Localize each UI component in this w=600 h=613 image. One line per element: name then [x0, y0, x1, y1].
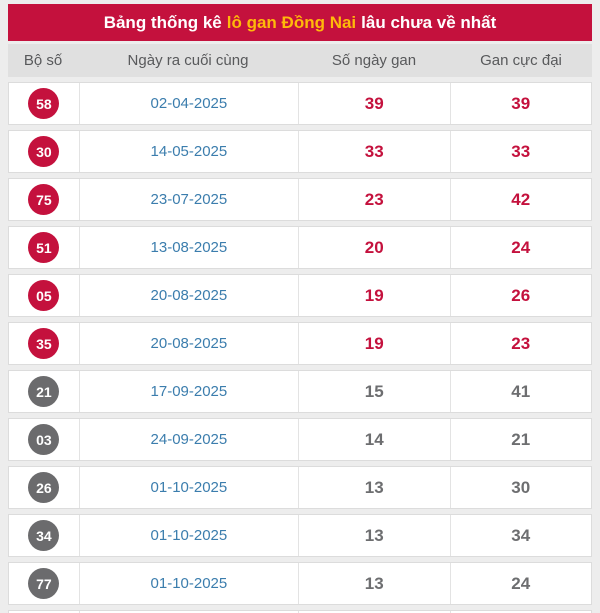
number-ball: 30 — [28, 136, 60, 167]
cell-last-date: 02-04-2025 — [78, 83, 298, 124]
number-ball: 75 — [28, 184, 60, 215]
cell-number: 75 — [9, 179, 79, 220]
table-row: 51 13-08-2025 20 24 — [8, 226, 592, 269]
max-gan-value: 34 — [449, 515, 592, 556]
max-gan-value: 24 — [449, 563, 592, 604]
gan-days-value: 13 — [298, 563, 449, 604]
number-ball: 35 — [28, 328, 60, 359]
table-title: Bảng thống kê lô gan Đồng Nai lâu chưa v… — [8, 4, 592, 41]
column-header-so-ngay-gan: Số ngày gan — [331, 52, 417, 69]
table-body: 58 02-04-2025 39 39 30 14-05-2025 33 33 75 23-07-… — [8, 82, 592, 605]
gan-days-value: 13 — [298, 467, 449, 508]
table-row: 35 20-08-2025 19 23 — [8, 322, 592, 365]
gan-days-value: 39 — [298, 83, 449, 124]
table-row: 58 02-04-2025 39 39 — [8, 82, 592, 125]
cell-number: 51 — [9, 227, 79, 268]
max-gan-value: 24 — [449, 227, 592, 268]
cell-number: 34 — [9, 515, 79, 556]
column-header-bo-so: Bộ số — [23, 52, 63, 69]
gan-days-value: 13 — [298, 515, 449, 556]
cell-number: 05 — [9, 275, 79, 316]
cell-last-date: 14-05-2025 — [78, 131, 298, 172]
max-gan-value: 33 — [449, 131, 592, 172]
last-date-link[interactable]: 20-08-2025 — [150, 335, 228, 352]
cell-number: 21 — [9, 371, 79, 412]
gan-days-value: 19 — [298, 323, 449, 364]
cell-number: 26 — [9, 467, 79, 508]
table-row: 34 01-10-2025 13 34 — [8, 514, 592, 557]
table-row: 26 01-10-2025 13 30 — [8, 466, 592, 509]
cell-last-date: 20-08-2025 — [78, 275, 298, 316]
cell-last-date: 01-10-2025 — [78, 515, 298, 556]
gan-days-value: 19 — [298, 275, 449, 316]
column-header-gan-cuc-dai: Gan cực đại — [480, 52, 562, 69]
number-ball: 51 — [28, 232, 60, 263]
title-highlight: lô gan Đồng Nai — [226, 12, 357, 32]
last-date-link[interactable]: 01-10-2025 — [150, 479, 228, 496]
cell-number: 30 — [9, 131, 79, 172]
cell-last-date: 01-10-2025 — [78, 467, 298, 508]
cell-number: 35 — [9, 323, 79, 364]
max-gan-value: 39 — [449, 83, 592, 124]
table-row: 77 01-10-2025 13 24 — [8, 562, 592, 605]
number-ball: 77 — [28, 568, 60, 599]
gan-days-value: 14 — [298, 419, 449, 460]
number-ball: 05 — [28, 280, 60, 311]
cell-last-date: 24-09-2025 — [78, 419, 298, 460]
table-row: 21 17-09-2025 15 41 — [8, 370, 592, 413]
title-suffix: lâu chưa về nhất — [361, 12, 497, 32]
table-row: 75 23-07-2025 23 42 — [8, 178, 592, 221]
cell-number: 58 — [9, 83, 79, 124]
cell-last-date: 13-08-2025 — [78, 227, 298, 268]
cell-number: 77 — [9, 563, 79, 604]
table-row: 03 24-09-2025 14 21 — [8, 418, 592, 461]
gan-days-value: 33 — [298, 131, 449, 172]
column-header-ngay-ra-cuoi-cung: Ngày ra cuối cùng — [127, 52, 249, 69]
gan-days-value: 23 — [298, 179, 449, 220]
max-gan-value: 23 — [449, 323, 592, 364]
number-ball: 34 — [28, 520, 60, 551]
max-gan-value: 30 — [449, 467, 592, 508]
table-row: 05 20-08-2025 19 26 — [8, 274, 592, 317]
max-gan-value: 21 — [449, 419, 592, 460]
number-ball: 03 — [28, 424, 60, 455]
gan-days-value: 20 — [298, 227, 449, 268]
last-date-link[interactable]: 01-10-2025 — [150, 527, 228, 544]
table-row: 30 14-05-2025 33 33 — [8, 130, 592, 173]
last-date-link[interactable]: 13-08-2025 — [150, 239, 228, 256]
table-row-partial — [8, 610, 592, 613]
max-gan-value: 41 — [449, 371, 592, 412]
last-date-link[interactable]: 14-05-2025 — [150, 143, 228, 160]
table-header-row: Bộ số Ngày ra cuối cùng Số ngày gan Gan … — [8, 44, 592, 77]
cell-last-date: 17-09-2025 — [78, 371, 298, 412]
cell-last-date: 23-07-2025 — [78, 179, 298, 220]
last-date-link[interactable]: 02-04-2025 — [150, 95, 228, 112]
cell-last-date: 01-10-2025 — [78, 563, 298, 604]
last-date-link[interactable]: 23-07-2025 — [150, 191, 228, 208]
title-prefix: Bảng thống kê — [103, 12, 222, 32]
cell-last-date — [78, 611, 298, 613]
last-date-link[interactable]: 17-09-2025 — [150, 383, 228, 400]
cell-gan-days — [298, 611, 449, 613]
cell-last-date: 20-08-2025 — [78, 323, 298, 364]
number-ball: 26 — [28, 472, 60, 503]
gan-days-value: 15 — [298, 371, 449, 412]
max-gan-value: 42 — [449, 179, 592, 220]
number-ball: 21 — [28, 376, 60, 407]
last-date-link[interactable]: 20-08-2025 — [150, 287, 228, 304]
cell-number: 03 — [9, 419, 79, 460]
cell-max-gan — [449, 611, 592, 613]
last-date-link[interactable]: 01-10-2025 — [150, 575, 228, 592]
number-ball: 58 — [28, 88, 60, 119]
last-date-link[interactable]: 24-09-2025 — [150, 431, 228, 448]
max-gan-value: 26 — [449, 275, 592, 316]
